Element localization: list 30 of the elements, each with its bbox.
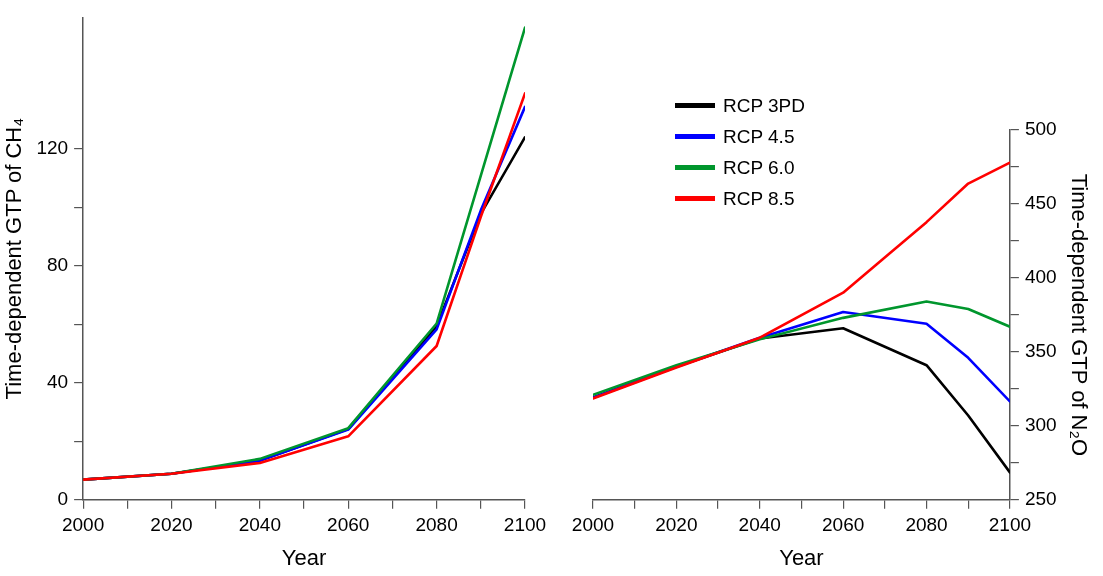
y2-tick-label: 350 — [1024, 340, 1057, 362]
legend-label: RCP 3PD — [723, 94, 806, 117]
legend-label: RCP 6.0 — [723, 156, 795, 179]
x-tick-label: 2060 — [327, 514, 370, 536]
legend-label: RCP 8.5 — [723, 187, 795, 210]
x-tick-label: 2020 — [150, 514, 193, 536]
x-tick-label: 2000 — [61, 514, 105, 536]
x-axis-title: Year — [281, 544, 327, 570]
x-tick-label: 2000 — [571, 514, 615, 536]
y2-tick-label: 450 — [1024, 192, 1057, 214]
x-tick-label: 2080 — [905, 514, 948, 536]
x-axis-title: Year — [779, 544, 824, 570]
x-tick-label: 2040 — [238, 514, 281, 536]
y-tick-label: 120 — [36, 137, 69, 159]
legend-label: RCP 4.5 — [723, 125, 795, 148]
y-tick-label: 0 — [57, 488, 69, 510]
y2-axis-title: Time-dependent GTP of N₂O — [1066, 173, 1092, 457]
x-tick-label: 2060 — [822, 514, 865, 536]
y2-tick-label: 500 — [1024, 118, 1057, 140]
y-tick-label: 40 — [46, 371, 69, 393]
x-tick-label: 2040 — [738, 514, 781, 536]
x-tick-label: 2100 — [503, 514, 547, 536]
y2-tick-label: 250 — [1024, 488, 1057, 510]
y-axis-title: Time-dependent GTP of CH₄ — [1, 117, 27, 400]
x-tick-label: 2020 — [655, 514, 698, 536]
x-tick-label: 2100 — [988, 514, 1032, 536]
y-tick-label: 80 — [46, 254, 69, 276]
y2-tick-label: 400 — [1024, 266, 1057, 288]
y2-tick-label: 300 — [1024, 414, 1057, 436]
x-tick-label: 2080 — [415, 514, 458, 536]
